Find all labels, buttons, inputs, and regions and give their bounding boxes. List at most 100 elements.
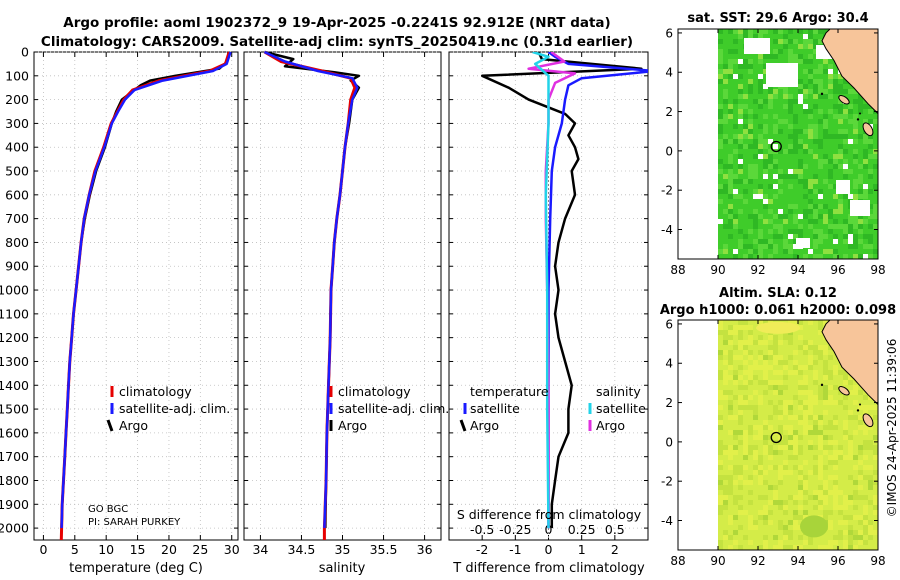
imos-credit: ©IMOS 24-Apr-2025 11:39:06 — [885, 339, 899, 518]
small-island — [859, 403, 861, 406]
sst-cell — [748, 109, 753, 114]
sla-cell — [728, 340, 733, 345]
sla-cell — [778, 450, 783, 455]
sst-cell — [778, 179, 783, 184]
sst-cell — [753, 169, 758, 174]
sla-cell — [853, 455, 858, 460]
sla-cell — [873, 480, 878, 485]
sla-cell — [823, 400, 828, 405]
sst-cell — [798, 59, 803, 64]
sst-cell — [738, 239, 743, 244]
sla-cell — [738, 355, 743, 360]
sla-cell — [838, 370, 843, 375]
sst-cell — [738, 114, 743, 119]
sla-cell — [733, 395, 738, 400]
sla-cell — [858, 495, 863, 500]
sla-cell — [738, 430, 743, 435]
x-tick-label: 15 — [130, 542, 146, 557]
sst-cell — [798, 54, 803, 59]
sst-cell — [803, 129, 808, 134]
salinity-difference-xlabel: S difference from climatology — [457, 507, 642, 522]
sla-cell — [803, 400, 808, 405]
sla-cell — [758, 355, 763, 360]
x-tick-label: 0 — [39, 542, 47, 557]
sla-cell — [813, 370, 818, 375]
legend-label-sal-argo: Argo — [596, 418, 625, 433]
sla-cell — [828, 420, 833, 425]
sst-cell — [763, 129, 768, 134]
sst-cell — [858, 99, 863, 104]
sst-cell — [783, 89, 788, 94]
sla-cell — [783, 385, 788, 390]
sla-cell — [853, 430, 858, 435]
sst-cell — [723, 64, 728, 69]
sst-cell — [868, 204, 873, 209]
sst-cell — [828, 109, 833, 114]
sla-cell — [748, 520, 753, 525]
sst-cell — [813, 39, 818, 44]
sst-cell — [718, 39, 723, 44]
sla-cell — [733, 430, 738, 435]
sla-cell — [778, 340, 783, 345]
sst-cell — [738, 94, 743, 99]
sst-cell — [738, 209, 743, 214]
sla-cell — [828, 540, 833, 545]
sla-cell — [848, 500, 853, 505]
sla-cell — [873, 450, 878, 455]
sla-cell — [763, 495, 768, 500]
sla-cell — [848, 495, 853, 500]
sla-cell — [738, 440, 743, 445]
sla-cell — [758, 320, 763, 325]
sla-cell — [818, 355, 823, 360]
sst-cell — [803, 194, 808, 199]
sst-cell — [748, 89, 753, 94]
sst-cell — [788, 249, 793, 254]
sst-cell — [778, 189, 783, 194]
sla-cell — [768, 355, 773, 360]
sst-cell — [768, 94, 773, 99]
sst-cell — [828, 229, 833, 234]
sst-cell — [748, 129, 753, 134]
sla-cell — [828, 445, 833, 450]
sst-cell — [753, 174, 758, 179]
sst-cell — [823, 214, 828, 219]
sla-cell — [798, 545, 803, 550]
sla-cell — [738, 420, 743, 425]
sla-cell — [833, 415, 838, 420]
sla-cell — [823, 370, 828, 375]
sla-cell — [818, 330, 823, 335]
sst-cell — [718, 144, 723, 149]
sst-cell — [848, 224, 853, 229]
sst-cell — [718, 54, 723, 59]
sst-cell — [818, 119, 823, 124]
sst-cell — [768, 154, 773, 159]
sst-cell — [718, 69, 723, 74]
sla-cell — [733, 445, 738, 450]
sla-cell — [838, 390, 843, 395]
sst-cell — [853, 244, 858, 249]
sst-cell — [873, 149, 878, 154]
sla-cell — [718, 370, 723, 375]
sst-cell — [783, 244, 788, 249]
sla-cell — [818, 325, 823, 330]
sla-cell — [783, 410, 788, 415]
sst-cell — [733, 49, 738, 54]
sla-cell — [843, 420, 848, 425]
sst-cell — [773, 184, 778, 189]
sst-cell — [768, 89, 773, 94]
sst-cell — [843, 169, 848, 174]
sla-cell — [853, 505, 858, 510]
sla-cell — [873, 505, 878, 510]
sst-missing-patch — [744, 38, 770, 54]
sla-cell — [778, 390, 783, 395]
sla-cell — [778, 480, 783, 485]
sst-cell — [723, 189, 728, 194]
sst-cell — [738, 84, 743, 89]
sla-cell — [863, 425, 868, 430]
sla-cell — [723, 370, 728, 375]
sst-cell — [823, 219, 828, 224]
sla-cell — [783, 535, 788, 540]
sla-cell — [773, 345, 778, 350]
sst-cell — [813, 89, 818, 94]
sst-cell — [838, 129, 843, 134]
